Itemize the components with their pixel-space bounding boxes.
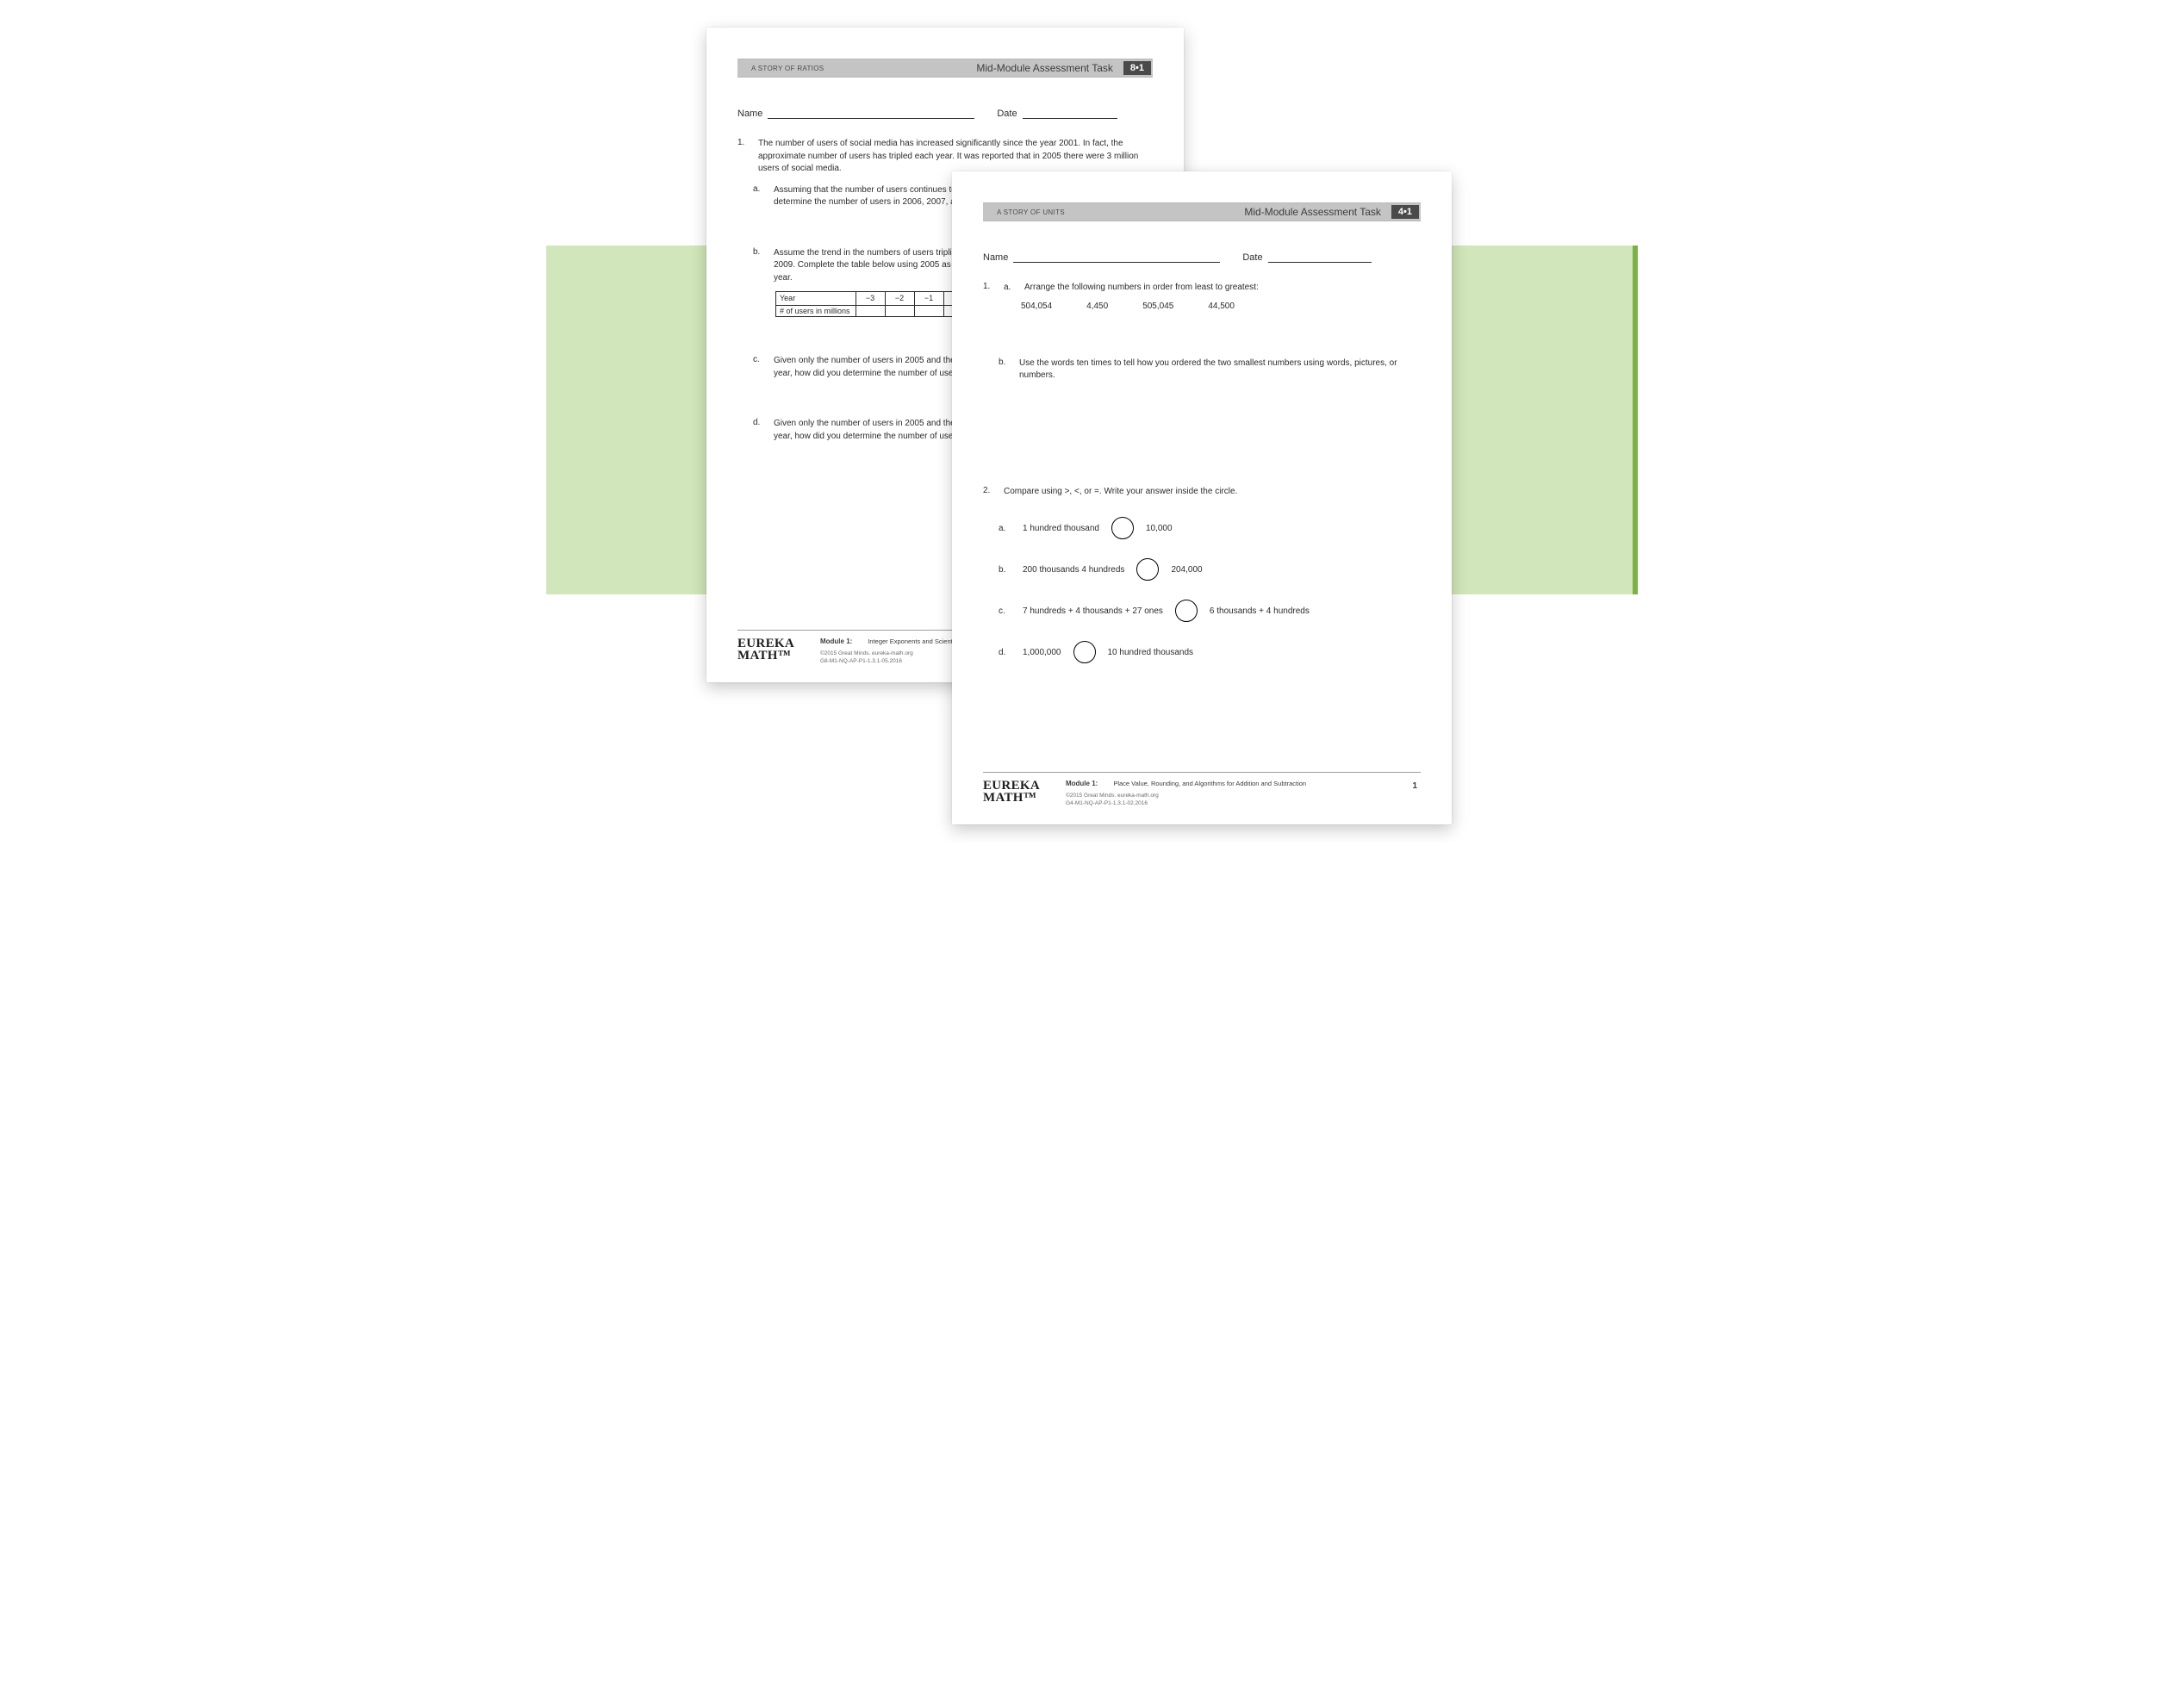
table-cell: −3 bbox=[856, 292, 885, 306]
compare-row-a: a. 1 hundred thousand 10,000 bbox=[983, 517, 1421, 539]
date-blank-line[interactable] bbox=[1268, 252, 1372, 263]
compare-left: 200 thousands 4 hundreds bbox=[1023, 565, 1124, 575]
table-row-header-year: Year bbox=[776, 292, 856, 306]
name-field: Name bbox=[983, 252, 1220, 263]
header-title: Mid-Module Assessment Task bbox=[969, 59, 1120, 77]
header-bar: A STORY OF RATIOS Mid-Module Assessment … bbox=[737, 59, 1153, 78]
answer-circle[interactable] bbox=[1111, 517, 1134, 539]
copyright-line2: G4-M1-NQ-AP-P1-1.3.1-02.2016 bbox=[1066, 800, 1306, 807]
question-1a-letter: a. bbox=[753, 184, 765, 209]
question-2-text: Compare using >, <, or =. Write your ans… bbox=[1004, 486, 1421, 499]
header-badge: 4•1 bbox=[1391, 205, 1419, 219]
table-row: # of users in millions bbox=[776, 306, 974, 317]
number-item: 44,500 bbox=[1208, 302, 1235, 311]
logo-line1: EUREKA bbox=[983, 780, 1040, 792]
copyright-line1: ©2015 Great Minds. eureka-math.org bbox=[1066, 793, 1306, 799]
name-label: Name bbox=[983, 252, 1008, 263]
question-1b-table: Year −3 −2 −1 0 # of users in millions bbox=[775, 291, 974, 317]
date-field: Date bbox=[997, 109, 1117, 119]
question-1b-letter: b. bbox=[753, 247, 765, 318]
header-story-label: A STORY OF UNITS bbox=[983, 203, 1079, 221]
name-blank-line[interactable] bbox=[768, 109, 974, 119]
table-cell: −1 bbox=[914, 292, 943, 306]
question-1b-text: Use the words ten times to tell how you … bbox=[1019, 358, 1421, 382]
compare-right: 6 thousands + 4 hundreds bbox=[1210, 606, 1310, 616]
module-title: Place Value, Rounding, and Algorithms fo… bbox=[1113, 780, 1306, 787]
question-1-number: 1. bbox=[737, 138, 750, 176]
table-row-header-users: # of users in millions bbox=[776, 306, 856, 317]
compare-right: 10,000 bbox=[1146, 524, 1173, 533]
answer-circle[interactable] bbox=[1073, 641, 1096, 663]
question-1: 1. The number of users of social media h… bbox=[737, 138, 1153, 176]
header-badge: 8•1 bbox=[1123, 61, 1151, 75]
header-title: Mid-Module Assessment Task bbox=[1237, 203, 1388, 221]
module-label: Module 1: bbox=[820, 637, 852, 645]
content-area: 1. a. Arrange the following numbers in o… bbox=[983, 282, 1421, 772]
date-field: Date bbox=[1242, 252, 1371, 263]
header-bar: A STORY OF UNITS Mid-Module Assessment T… bbox=[983, 202, 1421, 221]
compare-letter: d. bbox=[999, 648, 1011, 657]
background-green-edge bbox=[1633, 246, 1638, 594]
name-field: Name bbox=[737, 109, 974, 119]
question-1d-letter: d. bbox=[753, 418, 765, 443]
question-1b: b. Use the words ten times to tell how y… bbox=[983, 358, 1421, 382]
name-blank-line[interactable] bbox=[1013, 252, 1220, 263]
compare-row-b: b. 200 thousands 4 hundreds 204,000 bbox=[983, 558, 1421, 581]
compare-row-c: c. 7 hundreds + 4 thousands + 27 ones 6 … bbox=[983, 600, 1421, 622]
table-cell: −2 bbox=[885, 292, 914, 306]
header-spacer bbox=[837, 59, 969, 77]
question-1-number: 1. bbox=[983, 282, 995, 295]
compare-letter: b. bbox=[999, 565, 1011, 575]
number-item: 4,450 bbox=[1086, 302, 1108, 311]
compare-row-d: d. 1,000,000 10 hundred thousands bbox=[983, 641, 1421, 663]
question-1c-letter: c. bbox=[753, 355, 765, 380]
eureka-logo: EUREKA MATH™ bbox=[737, 637, 794, 662]
question-1-body: a. Arrange the following numbers in orde… bbox=[1004, 282, 1421, 295]
table-cell-blank[interactable] bbox=[856, 306, 885, 317]
number-item: 505,045 bbox=[1142, 302, 1173, 311]
question-1b-letter: b. bbox=[999, 358, 1011, 382]
logo-line1: EUREKA bbox=[737, 637, 794, 650]
compare-left: 1,000,000 bbox=[1023, 648, 1061, 657]
question-2-number: 2. bbox=[983, 486, 995, 499]
name-date-row: Name Date bbox=[737, 109, 1153, 119]
compare-letter: a. bbox=[999, 524, 1011, 533]
question-1a-numbers: 504,054 4,450 505,045 44,500 bbox=[983, 302, 1421, 311]
worksheet-front-page: A STORY OF UNITS Mid-Module Assessment T… bbox=[952, 171, 1452, 824]
name-date-row: Name Date bbox=[983, 252, 1421, 263]
table-row: Year −3 −2 −1 0 bbox=[776, 292, 974, 306]
compare-left: 7 hundreds + 4 thousands + 27 ones bbox=[1023, 606, 1163, 616]
answer-circle[interactable] bbox=[1175, 600, 1198, 622]
stage: A STORY OF RATIOS Mid-Module Assessment … bbox=[546, 0, 1638, 842]
header-story-label: A STORY OF RATIOS bbox=[737, 59, 837, 77]
date-blank-line[interactable] bbox=[1023, 109, 1117, 119]
footer: EUREKA MATH™ Module 1: Place Value, Roun… bbox=[983, 773, 1421, 807]
question-2: 2. Compare using >, <, or =. Write your … bbox=[983, 486, 1421, 499]
table-cell-blank[interactable] bbox=[885, 306, 914, 317]
footer-copyright: ©2015 Great Minds. eureka-math.org G4-M1… bbox=[1066, 793, 1306, 807]
compare-letter: c. bbox=[999, 606, 1011, 616]
date-label: Date bbox=[1242, 252, 1262, 263]
compare-right: 204,000 bbox=[1171, 565, 1202, 575]
table-cell-blank[interactable] bbox=[914, 306, 943, 317]
eureka-logo: EUREKA MATH™ bbox=[983, 780, 1040, 805]
question-1: 1. a. Arrange the following numbers in o… bbox=[983, 282, 1421, 295]
module-label: Module 1: bbox=[1066, 780, 1098, 787]
question-1a-letter: a. bbox=[1004, 282, 1016, 295]
name-label: Name bbox=[737, 109, 762, 119]
footer-module: Module 1: Place Value, Rounding, and Alg… bbox=[1066, 780, 1306, 787]
date-label: Date bbox=[997, 109, 1017, 119]
compare-right: 10 hundred thousands bbox=[1108, 648, 1194, 657]
logo-line2: MATH™ bbox=[737, 650, 794, 662]
page-number: 1 bbox=[1412, 780, 1421, 791]
question-1-text: The number of users of social media has … bbox=[758, 138, 1153, 176]
header-spacer bbox=[1079, 203, 1237, 221]
compare-left: 1 hundred thousand bbox=[1023, 524, 1099, 533]
question-1a-text: Arrange the following numbers in order f… bbox=[1024, 282, 1259, 295]
footer-module-block: Module 1: Place Value, Rounding, and Alg… bbox=[1066, 780, 1306, 807]
logo-line2: MATH™ bbox=[983, 792, 1040, 804]
answer-circle[interactable] bbox=[1136, 558, 1159, 581]
number-item: 504,054 bbox=[1021, 302, 1052, 311]
